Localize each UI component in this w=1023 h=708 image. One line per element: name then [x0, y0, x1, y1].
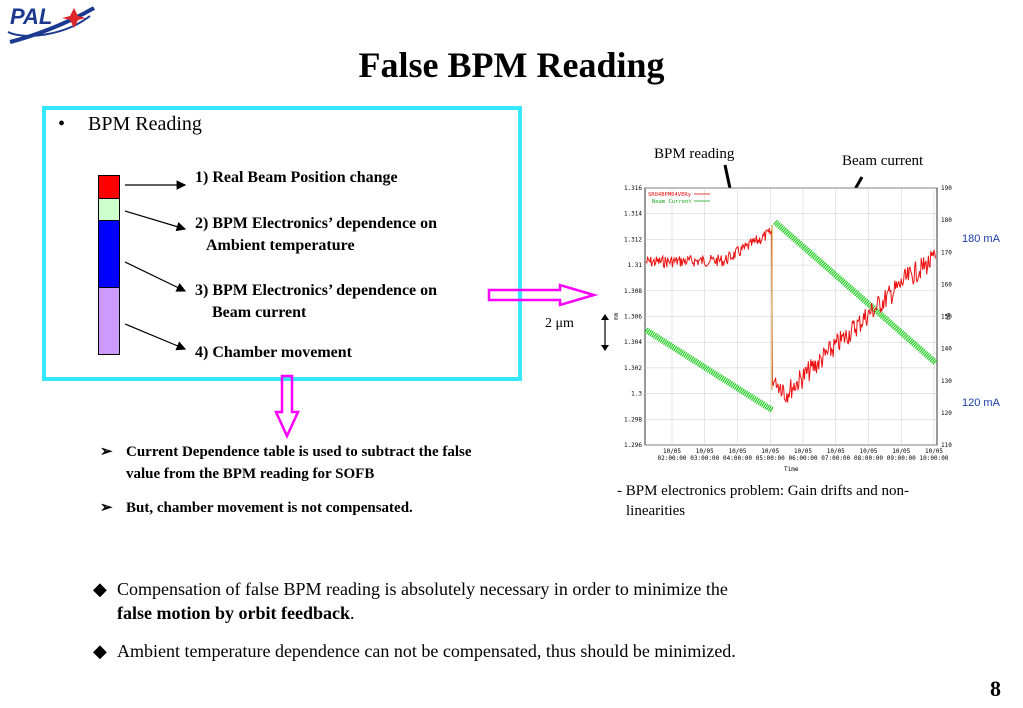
right-tick-label: 130: [941, 378, 952, 385]
check-arrow-icon: ➢: [100, 444, 113, 460]
plot-caption-line1: - BPM electronics problem: Gain drifts a…: [617, 483, 910, 499]
right-tick-label: 180: [941, 217, 952, 224]
subpoint-2-line1: But, chamber movement is not compensated…: [126, 500, 413, 516]
x-tick-label: 10/05: [925, 448, 943, 455]
y-right-label: mA: [945, 312, 952, 320]
left-tick-label: 1.296: [624, 442, 642, 449]
plot-caption: - BPM electronics problem: Gain drifts a…: [617, 481, 909, 521]
right-axis-ticks: 190 180 170 160 150 140 130 120 110: [941, 185, 952, 449]
x-tick-label: 03:00:00: [690, 455, 719, 462]
label-120ma: 120 mA: [962, 397, 1000, 409]
x-tick-label: 10/05: [761, 448, 779, 455]
x-tick-label: 10/05: [728, 448, 746, 455]
color-bar: [98, 175, 120, 355]
x-tick-label: 09:00:00: [887, 455, 916, 462]
box-heading-text: BPM Reading: [88, 113, 202, 135]
item-3-line2: Beam current: [212, 304, 307, 321]
right-tick-label: 160: [941, 281, 952, 288]
label-beam-current: Beam current: [842, 153, 924, 169]
right-tick-label: 190: [941, 185, 952, 192]
legend-current: Beam Current: [652, 199, 692, 205]
box-heading: • BPM Reading: [58, 113, 202, 136]
left-tick-label: 1.314: [624, 211, 642, 218]
statement-2: ◆ Ambient temperature dependence can not …: [93, 639, 953, 663]
statement-2-text: Ambient temperature dependence can not b…: [117, 641, 736, 661]
label-bpm-reading: BPM reading: [654, 146, 735, 162]
item-4-text: 4) Chamber movement: [195, 344, 353, 361]
pal-logo: PAL: [4, 2, 100, 46]
left-tick-label: 1.312: [624, 236, 642, 243]
right-tick-label: 120: [941, 410, 952, 417]
x-tick-label: 04:00:00: [723, 455, 752, 462]
item-3-line1: 3) BPM Electronics’ dependence on: [195, 282, 438, 299]
x-tick-label: 10/05: [794, 448, 812, 455]
page-title: False BPM Reading: [358, 45, 665, 85]
x-tick-label: 02:00:00: [658, 455, 687, 462]
x-tick-label: 10/05: [859, 448, 877, 455]
bpm-plot: 1.316 1.314 1.312 1.31 1.308 1.306 1.304 1.302 1…: [613, 185, 952, 473]
legend-bpm: SR04BPM04VERy: [648, 192, 692, 198]
diamond-icon: ◆: [93, 579, 107, 599]
check-arrow-icon: ➢: [100, 500, 113, 516]
bpm-reading-trace: [645, 227, 937, 403]
beam-current-trace-before: [644, 327, 774, 413]
item-4: 4) Chamber movement: [195, 342, 352, 364]
x-tick-label: 10/05: [827, 448, 845, 455]
item-2-line2: Ambient temperature: [206, 237, 355, 254]
x-label: Time: [784, 466, 799, 473]
page-number: 8: [990, 676, 1001, 701]
right-tick-label: 110: [941, 442, 952, 449]
left-tick-label: 1.298: [624, 416, 642, 423]
beam-current-trace-after: [773, 219, 938, 366]
bar-segment-temperature: [99, 199, 119, 221]
right-tick-label: 150: [941, 314, 952, 321]
plot-caption-line2: linearities: [626, 503, 686, 519]
x-tick-label: 10/05: [696, 448, 714, 455]
left-tick-label: 1.3: [631, 391, 642, 398]
x-tick-label: 10:00:00: [920, 455, 949, 462]
left-tick-label: 1.306: [624, 314, 642, 321]
bullet-dot: •: [58, 113, 66, 135]
right-tick-label: 140: [941, 346, 952, 353]
left-tick-label: 1.302: [624, 365, 642, 372]
left-tick-label: 1.316: [624, 185, 642, 192]
statement-1-tail: .: [350, 603, 355, 623]
left-tick-label: 1.304: [624, 339, 642, 346]
x-tick-label: 08:00:00: [854, 455, 883, 462]
x-tick-label: 07:00:00: [821, 455, 850, 462]
bar-segment-chamber: [99, 288, 119, 354]
statement-1-bold: false motion by orbit feedback: [117, 603, 350, 623]
item-2-line1: 2) BPM Electronics’ dependence on: [195, 215, 438, 232]
label-180ma: 180 mA: [962, 233, 1000, 245]
subpoint-2: ➢ But, chamber movement is not compensate…: [100, 497, 413, 519]
plot-grid: [645, 187, 937, 446]
statement-1: ◆ Compensation of false BPM reading is ab…: [93, 577, 953, 625]
subpoint-1: ➢ Current Dependence table is used to sub…: [100, 441, 472, 485]
left-axis-ticks: 1.316 1.314 1.312 1.31 1.308 1.306 1.304 1.302 1…: [624, 185, 642, 449]
magenta-down-arrow: [274, 374, 300, 440]
item-1-text: 1) Real Beam Position change: [195, 169, 398, 186]
left-tick-label: 1.31: [628, 262, 643, 269]
x-tick-label: 10/05: [663, 448, 681, 455]
left-tick-label: 1.308: [624, 288, 642, 295]
subpoint-1-line1: Current Dependence table is used to subt…: [126, 444, 472, 460]
x-tick-label: 05:00:00: [756, 455, 785, 462]
x-tick-label: 06:00:00: [789, 455, 818, 462]
x-tick-label: 10/05: [892, 448, 910, 455]
item-2: 2) BPM Electronics’ dependence on Ambien…: [195, 213, 437, 257]
y-left-label: mm: [613, 312, 620, 320]
item-3: 3) BPM Electronics’ dependence on Beam c…: [195, 280, 437, 324]
logo-text: PAL: [10, 4, 52, 29]
diamond-icon: ◆: [93, 641, 107, 661]
bar-segment-beam-current: [99, 221, 119, 288]
x-axis-ticks: 10/0502:00:0010/0503:00:0010/0504:00:001…: [658, 448, 949, 462]
bar-segment-real-position: [99, 176, 119, 199]
subpoint-1-line2: value from the BPM reading for SOFB: [126, 466, 375, 482]
right-tick-label: 170: [941, 249, 952, 256]
label-scale: 2 μm: [545, 316, 574, 331]
statement-1-text: Compensation of false BPM reading is abs…: [117, 579, 728, 599]
item-1: 1) Real Beam Position change: [195, 167, 398, 189]
